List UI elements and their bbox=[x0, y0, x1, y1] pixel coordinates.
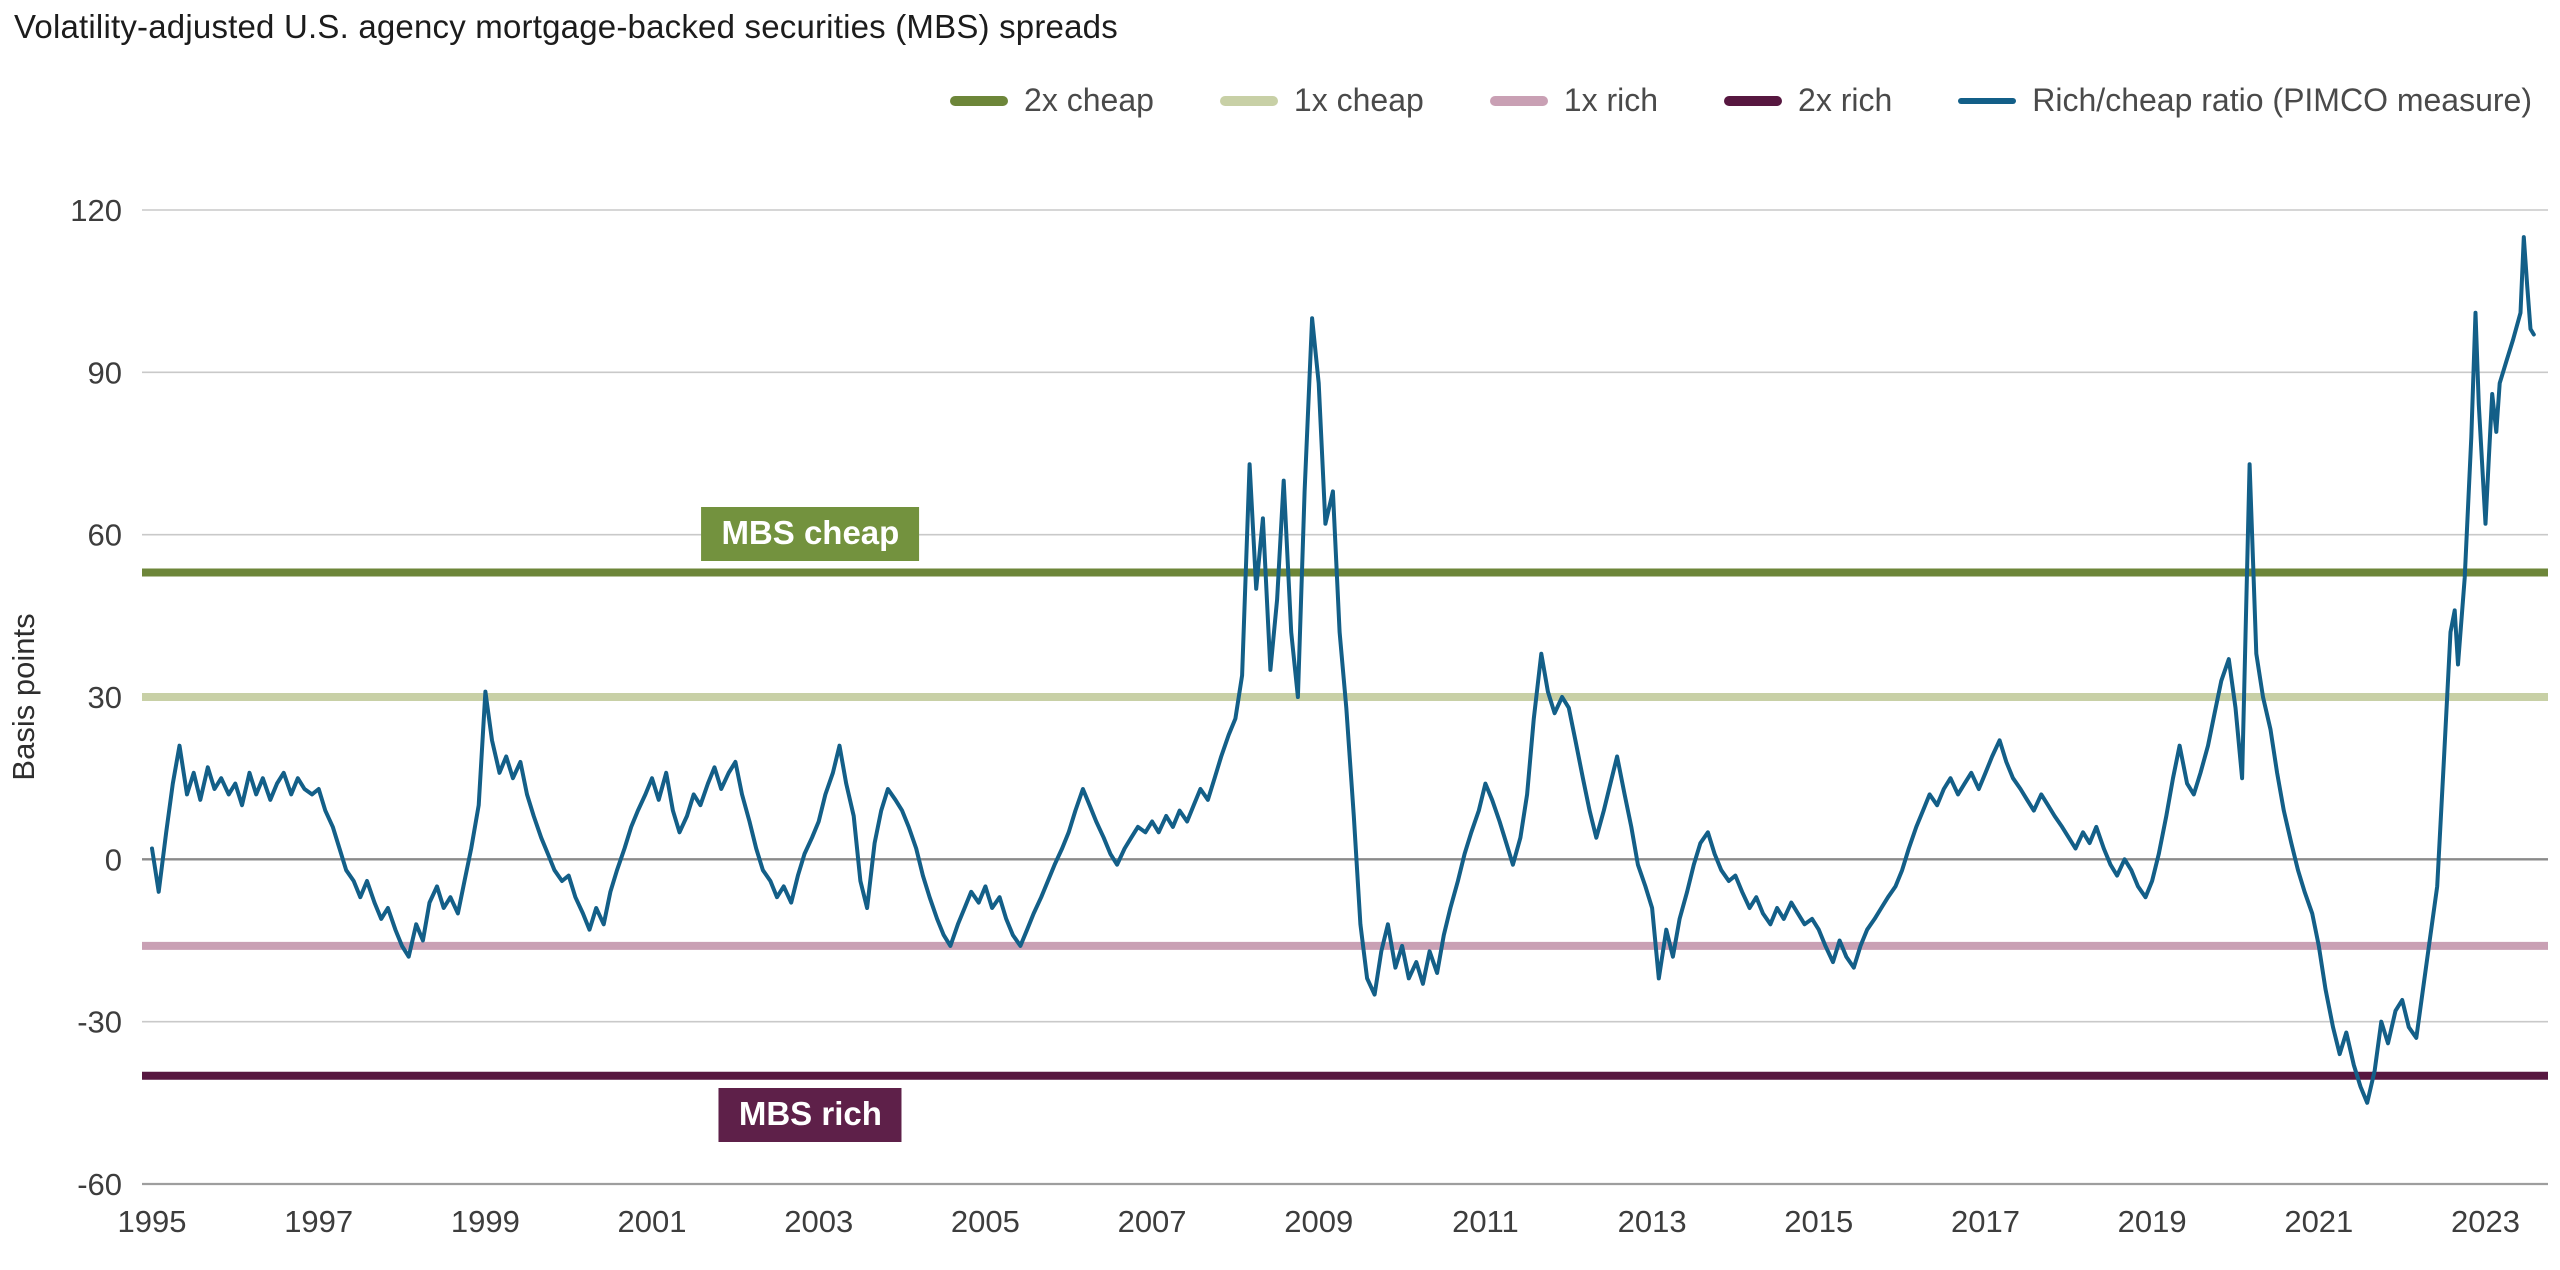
legend-label: Rich/cheap ratio (PIMCO measure) bbox=[2032, 82, 2532, 118]
legend-label: 1x cheap bbox=[1293, 82, 1424, 118]
legend-swatch-icon bbox=[1958, 97, 2017, 104]
y-tick-label: 90 bbox=[88, 355, 122, 390]
legend-label: 2x cheap bbox=[1024, 82, 1154, 118]
x-tick-label: 2023 bbox=[2451, 1204, 2520, 1239]
chart-title: Volatility-adjusted U.S. agency mortgage… bbox=[14, 8, 1118, 45]
mbs-cheap-label: MBS cheap bbox=[701, 506, 920, 561]
legend-item-2x-cheap: 2x cheap bbox=[950, 82, 1154, 119]
y-tick-label: 120 bbox=[70, 193, 122, 228]
x-tick-label: 2021 bbox=[2284, 1204, 2353, 1239]
series-line-rich-cheap-ratio bbox=[150, 235, 2536, 1105]
x-tick-label: 2015 bbox=[1784, 1204, 1853, 1239]
chart-legend: 2x cheap 1x cheap 1x rich 2x rich Rich/cheap… bbox=[0, 82, 2532, 119]
x-tick-label: 1995 bbox=[118, 1204, 187, 1239]
x-tick-label: 2007 bbox=[1118, 1204, 1187, 1239]
x-tick-label: 1999 bbox=[451, 1204, 520, 1239]
x-tick-label: 2019 bbox=[2118, 1204, 2187, 1239]
y-tick-label: 60 bbox=[88, 518, 122, 553]
x-tick-label: 2005 bbox=[951, 1204, 1020, 1239]
legend-swatch-icon bbox=[1219, 95, 1278, 106]
y-tick-label: 30 bbox=[88, 680, 122, 715]
y-tick-label: 0 bbox=[105, 842, 122, 877]
chart-area: Basis points 120 90 60 30 0 -30 -60 1995 1997 199… bbox=[0, 140, 2560, 1270]
legend-swatch-icon bbox=[1489, 95, 1548, 106]
legend-item-1x-cheap: 1x cheap bbox=[1219, 82, 1424, 119]
x-tick-label: 2017 bbox=[1951, 1204, 2020, 1239]
x-tick-label: 2003 bbox=[784, 1204, 853, 1239]
legend-item-2x-rich: 2x rich bbox=[1724, 82, 1892, 119]
mbs-rich-label: MBS rich bbox=[718, 1087, 902, 1142]
legend-item-rich-cheap-ratio-pimco-measure: Rich/cheap ratio (PIMCO measure) bbox=[1958, 82, 2532, 119]
legend-label: 1x rich bbox=[1563, 82, 1659, 118]
y-tick-label: -60 bbox=[77, 1167, 122, 1202]
legend-label: 2x rich bbox=[1798, 82, 1893, 118]
x-tick-label: 2011 bbox=[1452, 1204, 1519, 1239]
x-tick-label: 2001 bbox=[618, 1204, 687, 1239]
legend-swatch-icon bbox=[950, 95, 1009, 106]
x-tick-label: 1997 bbox=[284, 1204, 353, 1239]
y-tick-label: -30 bbox=[77, 1005, 122, 1040]
legend-swatch-icon bbox=[1724, 95, 1783, 106]
legend-item-1x-rich: 1x rich bbox=[1489, 82, 1659, 119]
x-tick-label: 2009 bbox=[1284, 1204, 1353, 1239]
x-tick-label: 2013 bbox=[1618, 1204, 1687, 1239]
